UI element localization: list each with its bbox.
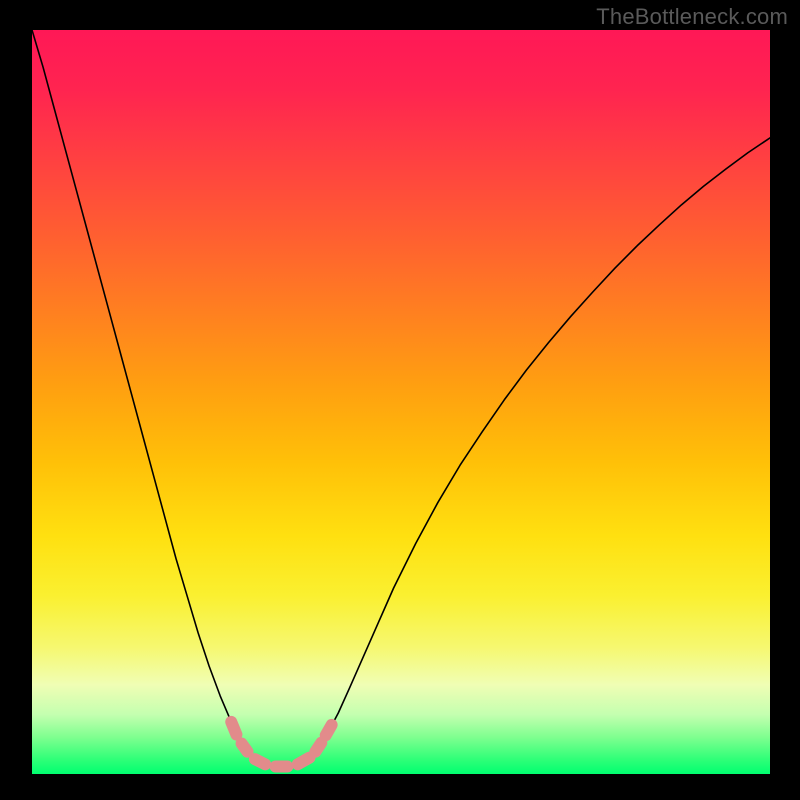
watermark-text: TheBottleneck.com — [596, 4, 788, 30]
chart-background — [32, 30, 770, 774]
bottleneck-chart — [32, 30, 770, 774]
